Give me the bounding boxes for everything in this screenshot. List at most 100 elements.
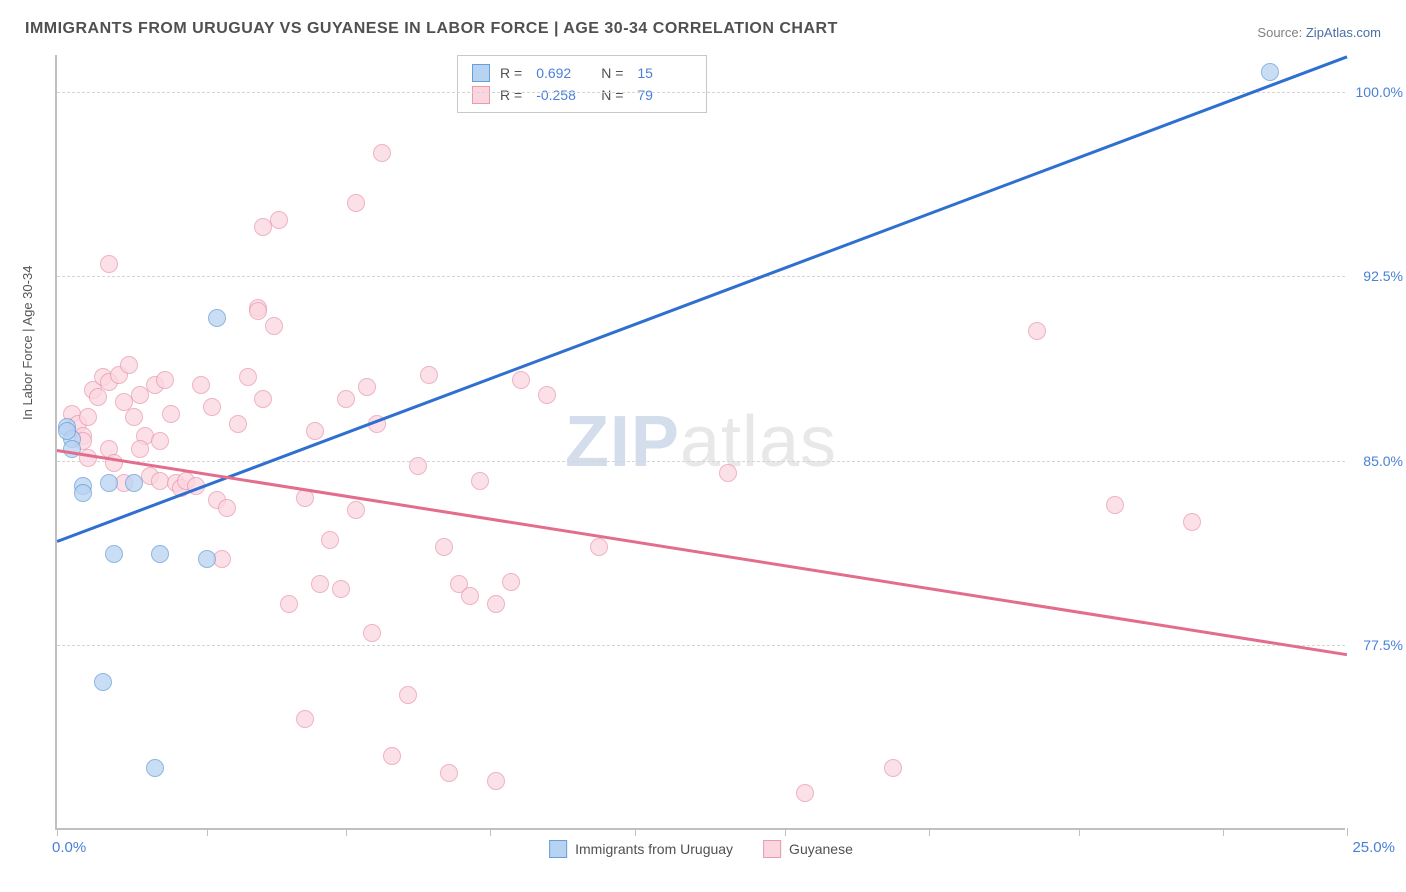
x-tick [490,828,491,836]
n-label: N = [601,62,623,84]
data-point [79,408,97,426]
x-tick [1223,828,1224,836]
data-point [512,371,530,389]
legend-swatch [763,840,781,858]
data-point [280,595,298,613]
data-point [115,393,133,411]
regression-line [57,55,1348,542]
n-label: N = [601,84,623,106]
x-axis-max-label: 25.0% [1352,839,1395,856]
data-point [58,422,76,440]
legend-swatch [472,86,490,104]
data-point [1261,63,1279,81]
watermark-bold: ZIP [565,402,680,482]
data-point [100,255,118,273]
data-point [265,317,283,335]
x-tick [785,828,786,836]
data-point [213,550,231,568]
data-point [487,595,505,613]
legend-item: Guyanese [763,840,853,858]
source-attribution: Source: ZipAtlas.com [1257,25,1381,40]
r-label: R = [500,84,522,106]
legend-item: Immigrants from Uruguay [549,840,733,858]
data-point [151,432,169,450]
y-tick-label: 92.5% [1363,268,1403,284]
data-point [94,673,112,691]
watermark-light: atlas [680,402,837,482]
data-point [487,772,505,790]
r-label: R = [500,62,522,84]
n-value: 15 [637,62,692,84]
data-point [208,309,226,327]
data-point [74,484,92,502]
data-point [125,408,143,426]
gridline [57,92,1345,93]
data-point [719,464,737,482]
y-tick-label: 85.0% [1363,453,1403,469]
regression-line [57,449,1347,656]
data-point [125,474,143,492]
legend-swatch [472,64,490,82]
x-tick [57,828,58,836]
series-legend: Immigrants from Uruguay Guyanese [549,840,853,858]
correlation-legend: R =0.692N =15R =-0.258N =79 [457,55,707,113]
data-point [435,538,453,556]
data-point [373,144,391,162]
data-point [239,368,257,386]
legend-row: R = 0.692 N = 15 [472,62,692,84]
chart-title: IMMIGRANTS FROM URUGUAY VS GUYANESE IN L… [25,20,838,38]
x-tick [1079,828,1080,836]
data-point [347,501,365,519]
data-point [321,531,339,549]
data-point [218,499,236,517]
data-point [1106,496,1124,514]
x-tick [929,828,930,836]
data-point [1183,513,1201,531]
data-point [192,376,210,394]
data-point [296,710,314,728]
x-tick [635,828,636,836]
data-point [590,538,608,556]
data-point [120,356,138,374]
data-point [203,398,221,416]
legend-swatch [549,840,567,858]
legend-label: Immigrants from Uruguay [575,841,733,857]
data-point [383,747,401,765]
data-point [270,211,288,229]
y-axis-label: In Labor Force | Age 30-34 [20,266,35,420]
y-tick-label: 77.5% [1363,637,1403,653]
n-value: 79 [637,84,692,106]
x-tick [346,828,347,836]
data-point [461,587,479,605]
y-tick-label: 100.0% [1356,84,1403,100]
source-label: Source: [1257,25,1302,40]
x-axis-min-label: 0.0% [52,839,86,856]
data-point [538,386,556,404]
data-point [502,573,520,591]
x-tick [1347,828,1348,836]
data-point [306,422,324,440]
data-point [337,390,355,408]
r-value: 0.692 [536,62,591,84]
gridline [57,645,1345,646]
data-point [229,415,247,433]
data-point [162,405,180,423]
data-point [363,624,381,642]
data-point [198,550,216,568]
data-point [884,759,902,777]
data-point [796,784,814,802]
source-link[interactable]: ZipAtlas.com [1306,25,1381,40]
data-point [347,194,365,212]
data-point [105,545,123,563]
data-point [156,371,174,389]
data-point [409,457,427,475]
data-point [420,366,438,384]
data-point [254,390,272,408]
data-point [440,764,458,782]
data-point [1028,322,1046,340]
data-point [151,545,169,563]
data-point [146,759,164,777]
watermark: ZIPatlas [565,401,837,483]
data-point [399,686,417,704]
gridline [57,461,1345,462]
